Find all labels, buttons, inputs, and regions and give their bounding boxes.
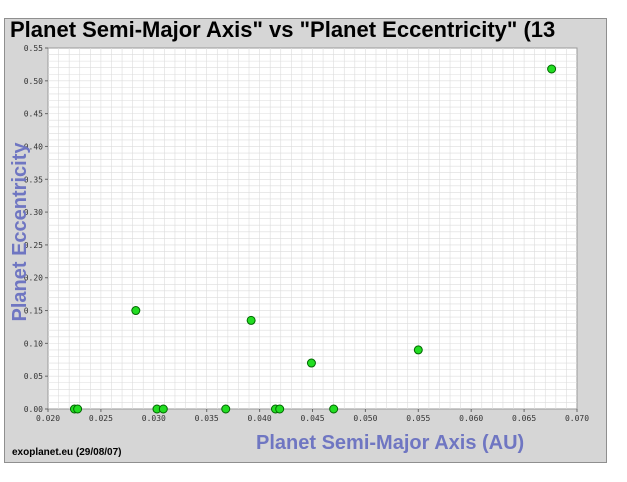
grid-lines: [48, 48, 577, 409]
axis-ticks: 0.020 0.025 0.030 0.035 0.040 0.045 0.050 0.055…: [24, 44, 589, 423]
y-tick-label: 0.05: [24, 372, 43, 381]
y-tick-label: 0.40: [24, 142, 43, 151]
data-point: [73, 404, 83, 414]
data-point: [246, 315, 256, 325]
x-tick-label: 0.060: [459, 414, 483, 423]
y-tick-label: 0.50: [24, 77, 43, 86]
x-tick-label: 0.030: [142, 414, 166, 423]
data-points: [69, 64, 557, 414]
data-point: [158, 404, 168, 414]
x-tick-label: 0.020: [36, 414, 60, 423]
y-tick-label: 0.15: [24, 307, 43, 316]
y-tick-label: 0.00: [24, 405, 43, 414]
data-point: [131, 306, 141, 316]
y-tick-label: 0.20: [24, 274, 43, 283]
chart-title: Planet Semi-Major Axis" vs "Planet Eccen…: [10, 17, 556, 42]
x-tick-label: 0.040: [248, 414, 272, 423]
data-point: [329, 404, 339, 414]
y-tick-label: 0.35: [24, 175, 43, 184]
x-tick-label: 0.065: [512, 414, 536, 423]
x-axis-label: Planet Semi-Major Axis (AU): [256, 432, 525, 454]
x-tick-label: 0.070: [565, 414, 589, 423]
y-tick-label: 0.25: [24, 241, 43, 250]
data-point: [275, 404, 285, 414]
y-axis-label: Planet Eccentricity: [9, 142, 31, 322]
x-tick-label: 0.050: [353, 414, 377, 423]
y-tick-label: 0.55: [24, 44, 43, 53]
data-point: [413, 345, 423, 355]
x-tick-label: 0.035: [195, 414, 219, 423]
data-point: [221, 404, 231, 414]
y-tick-label: 0.45: [24, 110, 43, 119]
y-tick-label: 0.10: [24, 339, 43, 348]
data-point: [306, 358, 316, 368]
x-tick-label: 0.045: [300, 414, 324, 423]
y-tick-label: 0.30: [24, 208, 43, 217]
x-tick-label: 0.025: [89, 414, 113, 423]
source-credit: exoplanet.eu (29/08/07): [12, 447, 122, 458]
x-tick-label: 0.055: [406, 414, 430, 423]
data-point: [547, 64, 557, 74]
